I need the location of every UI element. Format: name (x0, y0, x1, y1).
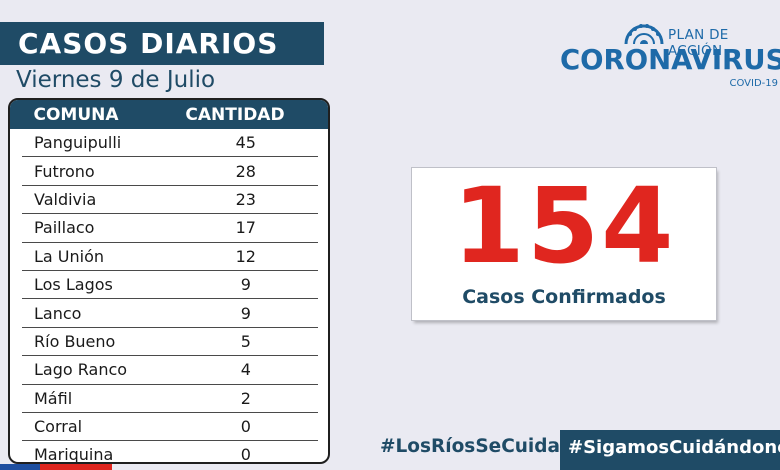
cantidad-cell: 12 (235, 246, 256, 266)
cantidad-cell: 9 (240, 275, 251, 295)
hashtag-sigamos: #SigamosCuidándonos (568, 437, 780, 458)
comuna-cell: Futrono (34, 161, 95, 181)
comuna-cell: Lanco (34, 303, 82, 323)
logo-covid-text: COVID-19 (729, 78, 778, 89)
table-row: Río Bueno 5 (22, 328, 318, 357)
cantidad-cell: 28 (235, 161, 256, 181)
comuna-cell: Máfil (34, 388, 73, 408)
title-banner: CASOS DIARIOS (0, 22, 324, 65)
comuna-cell: La Unión (34, 246, 105, 266)
comuna-cell: Lago Ranco (34, 360, 128, 380)
table-row: Los Lagos 9 (22, 271, 318, 300)
report-date: Viernes 9 de Julio (16, 67, 216, 93)
plan-de-accion-logo: PLAN DE ACCIÓN CORONAVIRUS COVID-19 (560, 22, 780, 92)
hashtag-los-rios: #LosRíosSeCuida (380, 436, 561, 457)
table-row: Futrono 28 (22, 157, 318, 186)
column-header-comuna: COMUNA (33, 104, 119, 125)
confirmed-cases-card: 154 Casos Confirmados (412, 168, 716, 320)
table-row: Paillaco 17 (22, 214, 318, 243)
page-title: CASOS DIARIOS (18, 27, 279, 60)
comuna-cell: Mariquina (34, 445, 114, 464)
table-row: Panguipulli 45 (22, 129, 318, 158)
cantidad-cell: 0 (240, 445, 251, 464)
confirmed-cases-total: 154 (452, 165, 676, 287)
cases-table: COMUNA CANTIDAD Panguipulli 45 Futrono 28 Va… (8, 98, 330, 464)
comuna-cell: Río Bueno (34, 331, 116, 351)
comuna-cell: Corral (34, 417, 83, 437)
cantidad-cell: 5 (240, 331, 251, 351)
comuna-cell: Panguipulli (34, 133, 122, 153)
table-header: COMUNA CANTIDAD (10, 100, 328, 129)
hashtag-banner: #SigamosCuidándonos (560, 430, 780, 470)
table-row: Corral 0 (22, 413, 318, 442)
logo-plan-text: PLAN DE ACCIÓN (668, 27, 729, 59)
cantidad-cell: 0 (240, 417, 251, 437)
confirmed-cases-label: Casos Confirmados (462, 286, 666, 308)
table-row: Máfil 2 (22, 385, 318, 413)
flag-strip (0, 464, 112, 470)
flag-strip-blue (0, 464, 40, 470)
sun-emblem-icon (624, 24, 664, 45)
flag-strip-red (40, 464, 112, 470)
table-row: Lanco 9 (22, 299, 318, 328)
cantidad-cell: 17 (235, 218, 256, 238)
comuna-cell: Valdivia (34, 189, 97, 209)
cantidad-cell: 23 (235, 189, 256, 209)
comuna-cell: Los Lagos (34, 275, 113, 295)
table-row: Mariquina 0 (22, 441, 318, 464)
logo-coronavirus-text: CORONAVIRUS (560, 44, 780, 76)
cantidad-cell: 2 (240, 388, 251, 408)
cantidad-cell: 45 (235, 133, 256, 153)
column-header-cantidad: CANTIDAD (185, 104, 285, 125)
cantidad-cell: 4 (240, 360, 251, 380)
table-row: Valdivia 23 (22, 186, 318, 215)
table-row: La Unión 12 (22, 243, 318, 271)
table-body: Panguipulli 45 Futrono 28 Valdivia 23 Paillaco… (10, 129, 328, 464)
cantidad-cell: 9 (240, 303, 251, 323)
table-row: Lago Ranco 4 (22, 356, 318, 385)
comuna-cell: Paillaco (34, 218, 95, 238)
